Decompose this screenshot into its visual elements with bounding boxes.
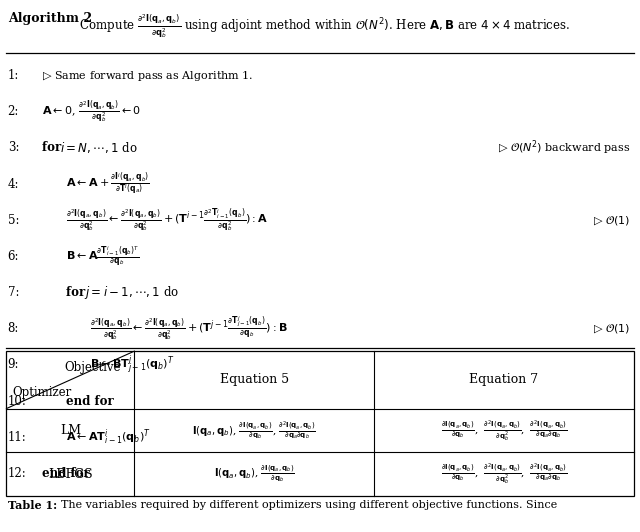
Text: Algorithm 2: Algorithm 2 [8, 12, 92, 24]
Text: $\triangleright$ Same forward pass as Algorithm 1.: $\triangleright$ Same forward pass as Al… [42, 69, 253, 82]
Text: Compute $\frac{\partial^2 \mathbf{I}(\mathbf{q}_a,\mathbf{q}_b)}{\partial \mathb: Compute $\frac{\partial^2 \mathbf{I}(\ma… [76, 12, 570, 40]
Text: $\mathbf{A} \leftarrow \mathbf{A} + \frac{\partial \mathbf{I}^i(\mathbf{q}_a,\ma: $\mathbf{A} \leftarrow \mathbf{A} + \fra… [66, 171, 150, 197]
Text: Optimizer: Optimizer [12, 386, 71, 399]
Text: $\mathbf{B} \leftarrow \mathbf{B} \mathbf{T}^j_{j-1}(\mathbf{q}_b)^T$: $\mathbf{B} \leftarrow \mathbf{B} \mathb… [90, 353, 175, 377]
Text: 1:: 1: [8, 69, 19, 82]
Text: $\mathbf{A} \leftarrow \mathbf{A} \mathbf{T}^i_{i-1}(\mathbf{q}_b)^T$: $\mathbf{A} \leftarrow \mathbf{A} \mathb… [66, 428, 151, 447]
Text: 2:: 2: [8, 105, 19, 118]
Text: for: for [66, 286, 90, 299]
Text: $\frac{\partial^2 \mathbf{I}(\mathbf{q}_a,\mathbf{q}_b)}{\partial \mathbf{q}_b^2: $\frac{\partial^2 \mathbf{I}(\mathbf{q}_… [66, 207, 268, 233]
Text: 5:: 5: [8, 214, 19, 227]
Text: $j = i-1, \cdots, 1$ do: $j = i-1, \cdots, 1$ do [84, 284, 179, 301]
Text: The variables required by different optimizers using different objective functio: The variables required by different opti… [54, 500, 557, 510]
Text: 12:: 12: [8, 467, 26, 480]
Text: $\mathbf{A} \leftarrow 0$, $\frac{\partial^2 \mathbf{I}(\mathbf{q}_a,\mathbf{q}_: $\mathbf{A} \leftarrow 0$, $\frac{\parti… [42, 99, 141, 124]
Text: $\mathbf{B} \leftarrow \mathbf{A} \frac{\partial \mathbf{T}^i_{i-1}(\mathbf{q}_b: $\mathbf{B} \leftarrow \mathbf{A} \frac{… [66, 244, 139, 269]
Text: $\triangleright$ $\mathcal{O}(1)$: $\triangleright$ $\mathcal{O}(1)$ [593, 214, 630, 227]
Text: $\mathbf{I}(\mathbf{q}_a, \mathbf{q}_b)$, $\frac{\partial \mathbf{I}(\mathbf{q}_: $\mathbf{I}(\mathbf{q}_a, \mathbf{q}_b)$… [193, 420, 316, 441]
Text: for: for [42, 142, 65, 154]
Text: $\triangleright$ $\mathcal{O}(N^2)$ backward pass: $\triangleright$ $\mathcal{O}(N^2)$ back… [498, 139, 630, 157]
Text: $\frac{\partial \mathbf{I}(\mathbf{q}_a,\mathbf{q}_b)}{\partial \mathbf{q}_b}$, : $\frac{\partial \mathbf{I}(\mathbf{q}_a,… [441, 418, 567, 443]
Text: 9:: 9: [8, 359, 19, 371]
Text: 4:: 4: [8, 178, 19, 190]
Text: LM: LM [60, 424, 81, 437]
Text: $i = N, \cdots, 1$ do: $i = N, \cdots, 1$ do [60, 140, 137, 155]
Text: Table 1:: Table 1: [8, 500, 57, 511]
Text: LBFGS: LBFGS [48, 468, 93, 480]
Text: 10:: 10: [8, 395, 26, 408]
Text: 6:: 6: [8, 250, 19, 263]
Text: $\frac{\partial^2 \mathbf{I}(\mathbf{q}_a,\mathbf{q}_b)}{\partial \mathbf{q}_b^2: $\frac{\partial^2 \mathbf{I}(\mathbf{q}_… [90, 315, 288, 343]
Text: 3:: 3: [8, 142, 19, 154]
Bar [6, 351, 634, 496]
Text: $\frac{\partial \mathbf{I}(\mathbf{q}_a,\mathbf{q}_b)}{\partial \mathbf{q}_b}$, : $\frac{\partial \mathbf{I}(\mathbf{q}_a,… [441, 462, 567, 486]
Text: end for: end for [42, 467, 90, 480]
Text: end for: end for [66, 395, 114, 408]
Text: Objective: Objective [65, 361, 121, 373]
Text: Equation 5: Equation 5 [220, 373, 289, 386]
Text: 8:: 8: [8, 322, 19, 335]
Text: 11:: 11: [8, 431, 26, 444]
Text: 7:: 7: [8, 286, 19, 299]
Text: $\triangleright$ $\mathcal{O}(1)$: $\triangleright$ $\mathcal{O}(1)$ [593, 322, 630, 335]
Text: $\mathbf{I}(\mathbf{q}_a, \mathbf{q}_b)$, $\frac{\partial \mathbf{I}(\mathbf{q}_: $\mathbf{I}(\mathbf{q}_a, \mathbf{q}_b)$… [214, 464, 295, 484]
Text: Equation 7: Equation 7 [469, 373, 539, 386]
